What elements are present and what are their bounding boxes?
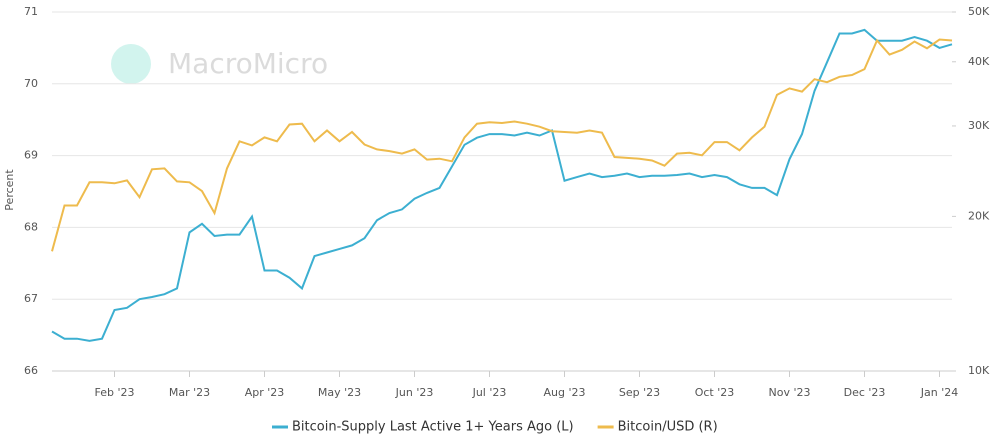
series-line: [51, 38, 953, 252]
y-tick-label: 66: [24, 364, 38, 377]
legend-label: Bitcoin-Supply Last Active 1+ Years Ago …: [292, 420, 574, 435]
x-tick-label: Jun '23: [395, 386, 434, 399]
watermark: MacroMicro: [111, 44, 328, 84]
x-tick-label: Nov '23: [769, 386, 811, 399]
y2-tick-label: 20K: [968, 209, 990, 222]
y-tick-label: 70: [24, 77, 38, 90]
y2-tick-label: 40K: [968, 55, 990, 68]
watermark-logo: [111, 44, 151, 84]
x-tick-label: May '23: [318, 386, 361, 399]
x-tick-label: Jan '24: [920, 386, 958, 399]
y-axis-label: Percent: [3, 169, 16, 211]
x-tick-label: Sep '23: [619, 386, 660, 399]
legend: Bitcoin-Supply Last Active 1+ Years Ago …: [272, 420, 718, 435]
y2-tick-label: 10K: [968, 364, 990, 377]
y-tick-label: 67: [24, 292, 38, 305]
watermark-text: MacroMicro: [168, 47, 328, 80]
x-tick-label: Oct '23: [695, 386, 735, 399]
x-tick-label: Mar '23: [169, 386, 210, 399]
legend-label: Bitcoin/USD (R): [618, 420, 718, 435]
y2-tick-label: 50K: [968, 5, 990, 18]
y-tick-label: 68: [24, 220, 38, 233]
series-line: [51, 28, 953, 342]
y-tick-label: 71: [24, 5, 38, 18]
y-tick-label: 69: [24, 149, 38, 162]
x-tick-label: Dec '23: [844, 386, 886, 399]
y2-tick-label: 30K: [968, 119, 990, 132]
x-tick-label: Feb '23: [95, 386, 135, 399]
x-tick-label: Jul '23: [472, 386, 507, 399]
x-tick-label: Aug '23: [544, 386, 586, 399]
x-tick-label: Apr '23: [245, 386, 285, 399]
